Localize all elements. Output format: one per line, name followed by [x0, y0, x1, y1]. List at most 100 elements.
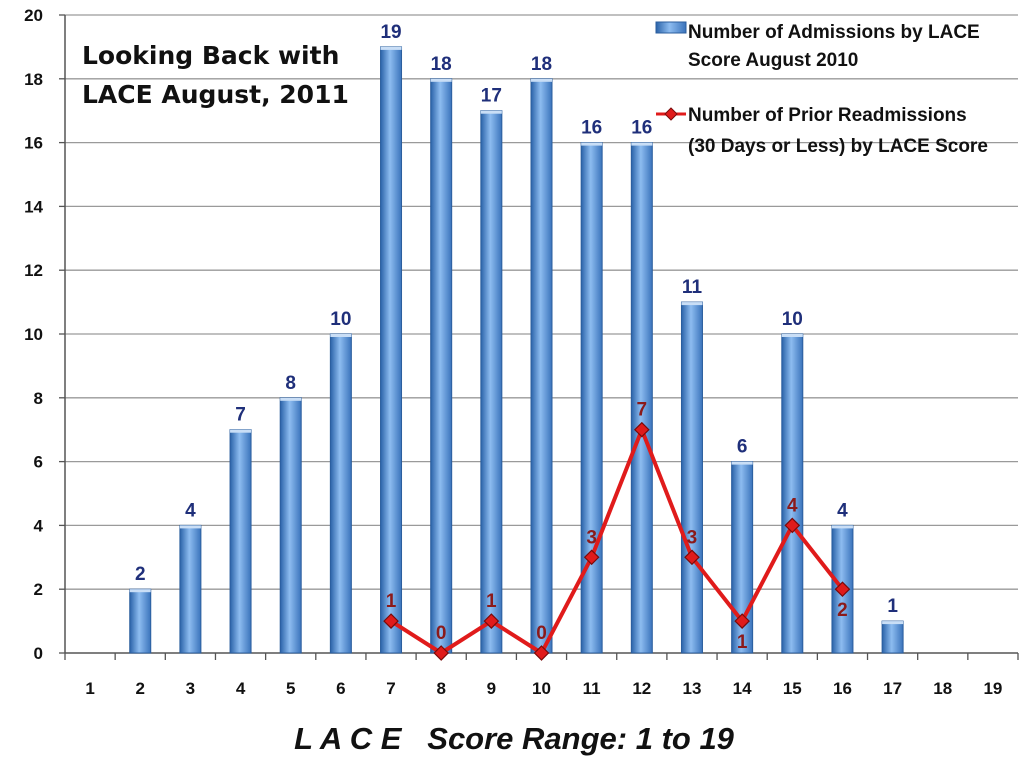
bar-value-label-13: 11: [682, 277, 703, 298]
bar-value-label-7: 19: [380, 22, 401, 43]
y-tick-label: 4: [34, 516, 44, 535]
bar-13: [680, 301, 703, 654]
x-tick-label-16: 16: [833, 679, 852, 698]
legend-line-label-line-2: (30 Days or Less) by LACE Score: [688, 136, 988, 157]
bar-10: [530, 78, 553, 654]
bar-value-label-12: 16: [631, 118, 652, 139]
x-tick-label-7: 7: [386, 679, 395, 698]
line-marker-11: [583, 549, 600, 566]
line-marker-9: [483, 613, 500, 629]
line-value-label-9: 1: [486, 591, 497, 612]
bar-top-12: [631, 142, 653, 146]
bar-6: [329, 333, 352, 654]
line-value-label-7: 1: [386, 591, 397, 612]
line-marker-7: [383, 613, 399, 629]
line-marker-8: [433, 645, 450, 661]
x-tick-label-18: 18: [933, 679, 952, 698]
bar-top-8: [430, 78, 452, 82]
bar-top-4: [230, 429, 252, 433]
y-tick-label: 12: [24, 261, 43, 280]
legend: Number of Admissions by LACE Score Augus…: [655, 21, 988, 157]
bar-5: [279, 397, 302, 654]
x-axis-label: L A C E Score Range: 1 to 19: [294, 721, 735, 756]
line-value-label-10: 0: [536, 623, 547, 644]
x-tick-label-8: 8: [436, 679, 445, 698]
bar-11: [580, 142, 603, 654]
legend-bar-label-line-2: Score August 2010: [688, 50, 858, 71]
bar-value-label-15: 10: [782, 309, 803, 330]
line-marker-10: [533, 645, 550, 661]
bar-top-15: [781, 334, 803, 337]
legend-bar-label-line-1: Number of Admissions by LACE: [688, 22, 980, 43]
y-tick-label: 10: [24, 325, 43, 344]
bar-top-9: [480, 110, 502, 114]
y-tick-label: 0: [34, 644, 43, 663]
line-value-label-11: 3: [586, 527, 597, 548]
x-tick-label-2: 2: [136, 679, 145, 698]
line-value-label-12: 7: [637, 400, 648, 421]
bar-3: [179, 524, 202, 654]
bar-top-17: [882, 621, 904, 625]
legend-line-label-line-1: Number of Prior Readmissions: [688, 105, 967, 126]
bar-12: [630, 142, 653, 654]
legend-line-marker: [664, 107, 678, 121]
bar-value-label-9: 17: [481, 86, 502, 107]
x-tick-label-11: 11: [583, 679, 601, 698]
bar-value-label-8: 18: [431, 54, 452, 75]
bar-8: [430, 78, 453, 654]
bar-4: [229, 429, 252, 654]
line-value-label-14: 1: [737, 632, 748, 653]
line-value-label-16: 2: [837, 600, 848, 621]
line-value-label-15: 4: [787, 495, 798, 516]
bar-top-6: [330, 334, 352, 337]
bar-2: [129, 588, 152, 654]
x-tick-label-10: 10: [532, 679, 551, 698]
y-tick-label: 20: [24, 6, 43, 25]
bar-17: [881, 620, 904, 654]
x-tick-label-13: 13: [683, 679, 702, 698]
bar-value-label-10: 18: [531, 54, 552, 75]
x-tick-label-15: 15: [783, 679, 802, 698]
x-tick-label-14: 14: [733, 679, 752, 698]
chart-title-line-1: Looking Back with: [82, 41, 339, 70]
bar-top-5: [280, 397, 302, 401]
bar-value-label-17: 1: [887, 596, 898, 617]
bar-value-label-3: 4: [185, 500, 196, 521]
y-tick-label: 6: [34, 453, 43, 472]
bar-top-11: [581, 142, 603, 146]
bar-value-label-6: 10: [330, 309, 351, 330]
line-marker-16: [834, 581, 851, 598]
x-tick-label-3: 3: [186, 679, 195, 698]
y-tick-label: 18: [24, 70, 43, 89]
x-tick-label-19: 19: [983, 679, 1002, 698]
bar-value-label-16: 4: [837, 500, 848, 521]
bar-value-label-4: 7: [235, 405, 246, 426]
y-tick-label: 16: [24, 134, 43, 153]
bar-series: [129, 46, 904, 654]
y-tick-label: 2: [34, 580, 43, 599]
line-value-label-13: 3: [687, 527, 698, 548]
bar-top-13: [681, 302, 703, 306]
bar-top-10: [531, 78, 552, 82]
y-tick-label: 8: [34, 389, 43, 408]
bar-value-label-5: 8: [285, 373, 296, 394]
x-tick-label-12: 12: [632, 679, 651, 698]
bar-value-label-14: 6: [737, 437, 748, 458]
y-tick-label: 14: [24, 197, 43, 216]
line-marker-14: [734, 613, 750, 629]
bar-7: [380, 46, 403, 654]
bar-top-16: [831, 525, 853, 529]
x-tick-label-6: 6: [336, 679, 345, 698]
x-tick-label-1: 1: [85, 679, 94, 698]
legend-bar-swatch: [655, 21, 687, 34]
bar-15: [781, 333, 804, 654]
x-tick-label-5: 5: [286, 679, 295, 698]
line-marker-15: [784, 517, 801, 534]
bar-value-label-2: 2: [135, 564, 146, 585]
bar-top-3: [179, 525, 201, 529]
bar-9: [480, 110, 503, 654]
readmissions-line: [389, 427, 845, 655]
x-tick-label-17: 17: [883, 679, 902, 698]
